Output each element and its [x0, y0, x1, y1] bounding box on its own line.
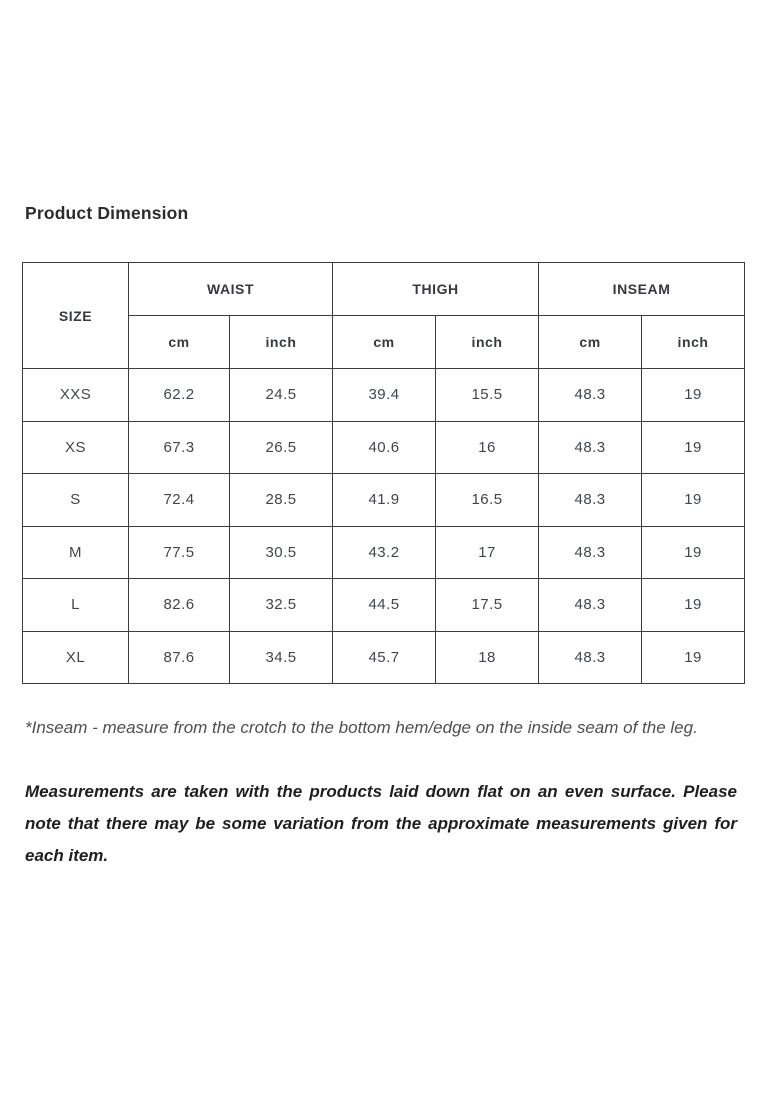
content-area: Product Dimension SIZE WAIST THIGH INSEA…: [0, 203, 762, 872]
size-cell: S: [22, 473, 129, 527]
size-cell: M: [22, 525, 129, 579]
table-row-xl: XL 87.6 34.5 45.7 18 48.3 19: [22, 630, 746, 684]
table-row-xxs: XXS 62.2 24.5 39.4 15.5 48.3 19: [22, 368, 746, 422]
inseam-inch-cell: 19: [641, 420, 746, 474]
size-cell: XXS: [22, 368, 129, 422]
group-header-row: SIZE WAIST THIGH INSEAM: [22, 262, 746, 369]
inseam-inch-cell: 19: [641, 630, 746, 684]
page-title: Product Dimension: [25, 203, 189, 223]
size-chart-header: SIZE WAIST THIGH INSEAM cm inch cm inch …: [22, 262, 746, 369]
unit-header-row: cm inch cm inch cm inch: [23, 315, 746, 369]
inseam-inch-cell: 19: [641, 525, 746, 579]
waist-cm-cell: 87.6: [128, 630, 230, 684]
waist-cm-cell: 67.3: [128, 420, 230, 474]
inseam-cm-cell: 48.3: [538, 473, 643, 527]
thigh-inch-header: inch: [435, 315, 540, 369]
inseam-cm-cell: 48.3: [538, 525, 643, 579]
thigh-cm-cell: 39.4: [332, 368, 437, 422]
inseam-cm-header: cm: [538, 315, 643, 369]
waist-cm-cell: 77.5: [128, 525, 230, 579]
inseam-group-header: INSEAM: [538, 262, 746, 316]
measurement-note: Measurements are taken with the products…: [25, 782, 737, 865]
size-chart-table: SIZE WAIST THIGH INSEAM cm inch cm inch …: [22, 262, 746, 684]
size-cell: L: [22, 578, 129, 632]
waist-inch-cell: 30.5: [228, 525, 334, 579]
size-chart-body: XXS 62.2 24.5 39.4 15.5 48.3 19 XS 67.3 …: [22, 368, 746, 684]
thigh-cm-cell: 44.5: [332, 578, 437, 632]
thigh-cm-cell: 43.2: [332, 525, 437, 579]
inseam-note: *Inseam - measure from the crotch to the…: [25, 718, 698, 737]
waist-cm-cell: 72.4: [128, 473, 230, 527]
inseam-inch-cell: 19: [641, 473, 746, 527]
waist-cm-cell: 62.2: [128, 368, 230, 422]
waist-inch-cell: 28.5: [228, 473, 334, 527]
thigh-cm-cell: 45.7: [332, 630, 437, 684]
thigh-cm-cell: 41.9: [332, 473, 437, 527]
inseam-cm-cell: 48.3: [538, 368, 643, 422]
thigh-group-header: THIGH: [332, 262, 540, 316]
size-cell: XL: [22, 630, 129, 684]
waist-inch-cell: 24.5: [228, 368, 334, 422]
waist-inch-cell: 26.5: [228, 420, 334, 474]
thigh-cm-cell: 40.6: [332, 420, 437, 474]
thigh-inch-cell: 17.5: [435, 578, 540, 632]
waist-cm-cell: 82.6: [128, 578, 230, 632]
inseam-inch-header: inch: [641, 315, 746, 369]
inseam-cm-cell: 48.3: [538, 578, 643, 632]
waist-inch-header: inch: [228, 315, 334, 369]
thigh-inch-cell: 15.5: [435, 368, 540, 422]
table-row-m: M 77.5 30.5 43.2 17 48.3 19: [22, 525, 746, 579]
inseam-cm-cell: 48.3: [538, 630, 643, 684]
inseam-cm-cell: 48.3: [538, 420, 643, 474]
waist-group-header: WAIST: [127, 262, 334, 316]
size-cell: XS: [22, 420, 129, 474]
thigh-inch-cell: 16: [435, 420, 540, 474]
table-row-s: S 72.4 28.5 41.9 16.5 48.3 19: [22, 473, 746, 527]
waist-inch-cell: 32.5: [228, 578, 334, 632]
thigh-inch-cell: 18: [435, 630, 540, 684]
waist-inch-cell: 34.5: [228, 630, 334, 684]
waist-cm-header: cm: [128, 315, 230, 369]
thigh-inch-cell: 16.5: [435, 473, 540, 527]
thigh-inch-cell: 17: [435, 525, 540, 579]
inseam-inch-cell: 19: [641, 578, 746, 632]
table-row-xs: XS 67.3 26.5 40.6 16 48.3 19: [22, 420, 746, 474]
size-column-header: SIZE: [22, 262, 129, 369]
inseam-inch-cell: 19: [641, 368, 746, 422]
table-row-l: L 82.6 32.5 44.5 17.5 48.3 19: [22, 578, 746, 632]
thigh-cm-header: cm: [332, 315, 437, 369]
